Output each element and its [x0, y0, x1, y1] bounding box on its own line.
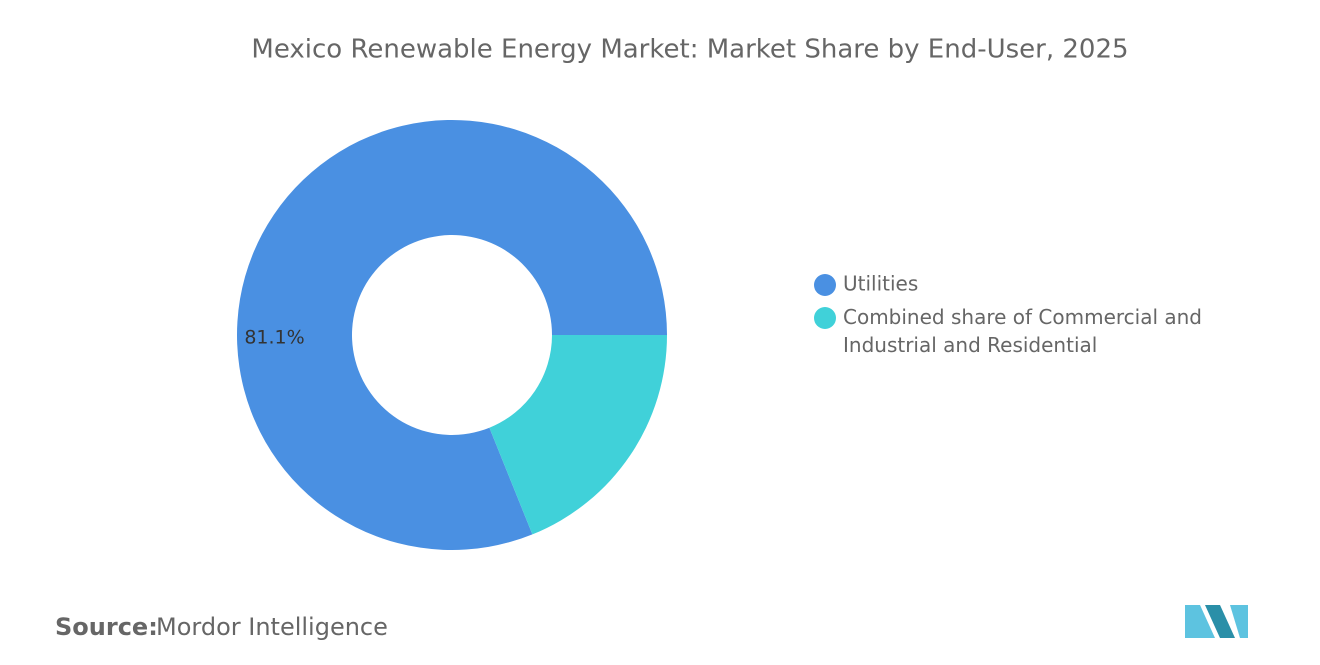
legend-label: Utilities [843, 272, 918, 296]
data-label: 81.1% [244, 327, 304, 349]
logo-part [1205, 605, 1235, 638]
legend: Utilities Combined share of Commercial an… [814, 272, 1202, 357]
source-text: Mordor Intelligence [156, 613, 388, 641]
logo [1185, 605, 1248, 638]
legend-swatch [814, 307, 836, 329]
source-label: Source: [55, 613, 158, 641]
chart-title: Mexico Renewable Energy Market: Market S… [251, 35, 1128, 65]
slice [489, 335, 667, 535]
legend-label: Combined share of Commercial and Industri… [843, 305, 1202, 357]
logo-part [1185, 605, 1215, 638]
logo-part [1230, 605, 1248, 638]
slice [237, 119, 667, 550]
legend-swatch [814, 274, 836, 296]
